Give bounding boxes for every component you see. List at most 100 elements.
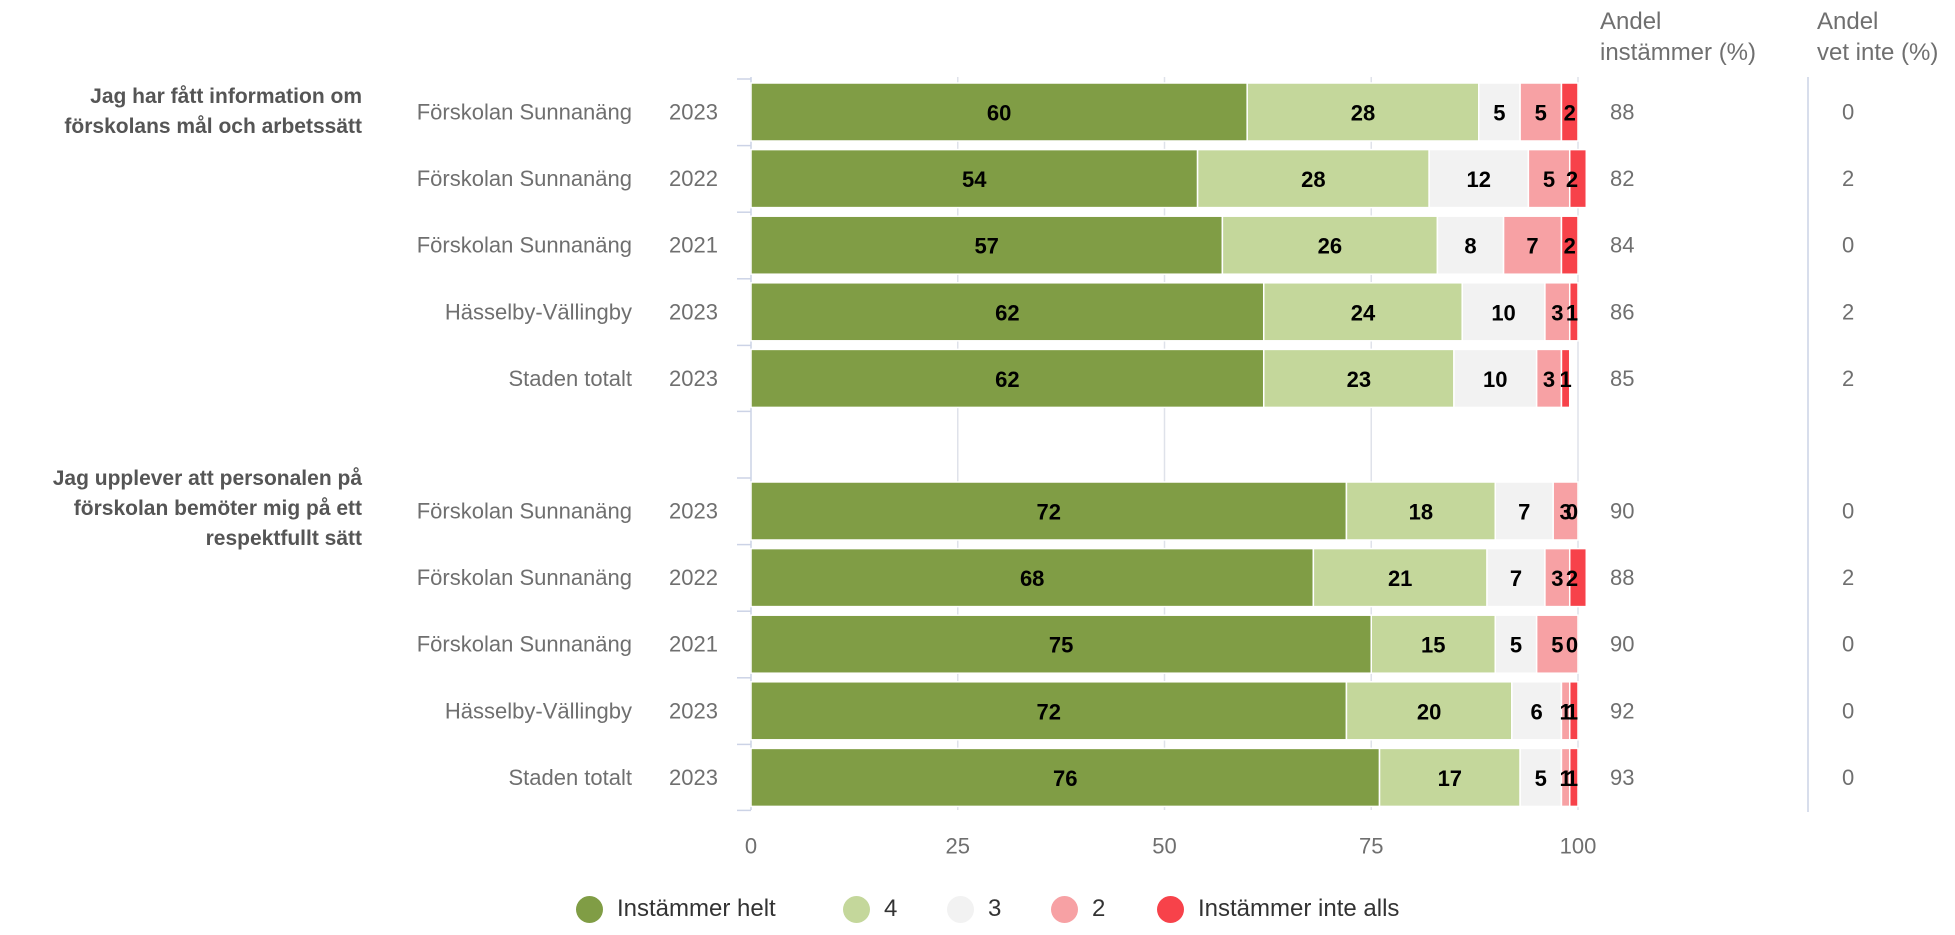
row-unit-label: Förskolan Sunnanäng <box>417 166 632 191</box>
legend-item[interactable]: 3 <box>947 895 1001 923</box>
bar-data-label: 24 <box>1351 300 1376 325</box>
column-header-line: vet inte (%) <box>1817 39 1939 66</box>
row-year-label: 2023 <box>669 366 718 391</box>
andel-vet-inte-value: 2 <box>1842 565 1854 590</box>
bar-data-label: 3 <box>1551 300 1563 325</box>
bar-segment <box>1494 481 1554 541</box>
x-tick-label: 50 <box>1152 834 1176 859</box>
bar-data-label: 5 <box>1535 766 1547 791</box>
x-tick-label: 0 <box>745 834 757 859</box>
bar-data-label: 5 <box>1535 101 1547 126</box>
bar-data-label: 2 <box>1566 167 1578 192</box>
andel-vet-inte-value: 0 <box>1842 698 1854 723</box>
bar-segment <box>1560 348 1571 409</box>
bar-data-label: 72 <box>1036 500 1060 525</box>
bar-segment <box>750 747 1381 808</box>
bar-data-label: 3 <box>1551 566 1563 591</box>
bar-data-label: 5 <box>1510 633 1522 658</box>
bar-data-label: 3 <box>1559 500 1571 525</box>
row-unit-label: Förskolan Sunnanäng <box>417 100 632 125</box>
legend-item[interactable]: Instämmer inte alls <box>1157 895 1399 923</box>
question-label-line: Jag har fått information om <box>90 85 362 108</box>
bar-data-label: 1 <box>1559 766 1571 791</box>
bar-data-label: 10 <box>1491 300 1515 325</box>
legend-item[interactable]: 2 <box>1051 895 1105 923</box>
question-label-line: förskolan bemöter mig på ett <box>73 497 362 520</box>
andel-vet-inte-value: 2 <box>1842 166 1854 191</box>
bar-segment <box>1535 614 1579 674</box>
bar-segment <box>1519 82 1563 142</box>
bar-data-label: 1 <box>1566 300 1578 325</box>
legend: Instämmer helt 4 3 2 Instämmer inte alls <box>0 895 1955 935</box>
bar-segment <box>1486 547 1546 608</box>
andel-vet-inte-value: 2 <box>1842 299 1854 324</box>
andel-vet-inte-value: 0 <box>1842 100 1854 125</box>
row-year-label: 2023 <box>669 765 718 790</box>
row-year-label: 2021 <box>669 233 718 258</box>
row-unit-label: Hässelby-Vällingby <box>445 299 632 324</box>
row-unit-label: Förskolan Sunnanäng <box>417 233 632 258</box>
bar-segment <box>1544 282 1571 342</box>
andel-vet-inte-value: 0 <box>1842 499 1854 524</box>
bar-segment <box>1560 82 1579 142</box>
bar-segment <box>1428 148 1530 209</box>
row-year-label: 2023 <box>669 299 718 324</box>
legend-label: 4 <box>884 895 898 922</box>
row-unit-label: Förskolan Sunnanäng <box>417 565 632 590</box>
bar-data-label: 23 <box>1347 367 1371 392</box>
x-tick-label: 100 <box>1560 834 1597 859</box>
bar-data-label: 1 <box>1566 699 1578 724</box>
bar-data-label: 1 <box>1566 766 1578 791</box>
andel-vet-inte-value: 0 <box>1842 632 1854 657</box>
bar-data-label: 2 <box>1566 566 1578 591</box>
bar-data-label: 62 <box>995 300 1019 325</box>
question-label-line: förskolans mål och arbetssätt <box>64 115 362 138</box>
bar-data-label: 7 <box>1510 566 1522 591</box>
bar-data-label: 1 <box>1559 699 1571 724</box>
legend-label: 3 <box>988 895 1002 922</box>
legend-item[interactable]: 4 <box>843 895 897 923</box>
andel-instammer-value: 88 <box>1610 100 1634 125</box>
bar-data-label: 3 <box>1543 367 1555 392</box>
bar-segment <box>1246 82 1480 142</box>
question-label: Jag upplever att personalen på förskolan… <box>2 464 362 554</box>
column-header-line: Andel <box>1817 8 1879 35</box>
bar-segment <box>750 681 1348 741</box>
bar-segment <box>1312 547 1488 608</box>
legend-dot-icon <box>1157 895 1184 923</box>
bar-segment <box>1568 747 1579 808</box>
bar-segment <box>1552 481 1579 541</box>
legend-dot-icon <box>843 895 870 923</box>
legend-item[interactable]: Instämmer helt <box>576 895 776 923</box>
row-year-label: 2021 <box>669 632 718 657</box>
bar-segment <box>1262 348 1455 409</box>
row-year-label: 2022 <box>669 166 718 191</box>
bar-data-label: 10 <box>1483 367 1507 392</box>
row-unit-label: Staden totalt <box>508 366 632 391</box>
bar-data-label: 1 <box>1559 367 1571 392</box>
andel-vet-inte-value: 0 <box>1842 233 1854 258</box>
bar-data-label: 5 <box>1543 167 1555 192</box>
row-unit-label: Förskolan Sunnanäng <box>417 632 632 657</box>
bar-data-label: 15 <box>1421 633 1445 658</box>
bar-segment <box>1262 282 1463 342</box>
legend-dot-icon <box>576 895 603 923</box>
bar-data-label: 57 <box>974 234 998 259</box>
bar-segment <box>1221 215 1439 275</box>
bar-data-label: 0 <box>1566 500 1578 525</box>
bar-segment <box>1568 282 1579 342</box>
andel-instammer-value: 82 <box>1610 166 1634 191</box>
bar-data-label: 7 <box>1518 500 1530 525</box>
row-year-label: 2023 <box>669 698 718 723</box>
bar-data-label: 75 <box>1049 633 1073 658</box>
bar-segment <box>1568 681 1579 741</box>
bar-data-label: 17 <box>1438 766 1462 791</box>
legend-label: Instämmer helt <box>617 895 776 922</box>
bar-data-label: 2 <box>1564 234 1576 259</box>
bar-segment <box>750 82 1248 142</box>
bar-segment <box>1196 148 1430 209</box>
andel-instammer-value: 88 <box>1610 565 1634 590</box>
legend-dot-icon <box>1051 895 1078 923</box>
bar-segment <box>1527 148 1571 209</box>
bar-segment <box>1378 747 1521 808</box>
